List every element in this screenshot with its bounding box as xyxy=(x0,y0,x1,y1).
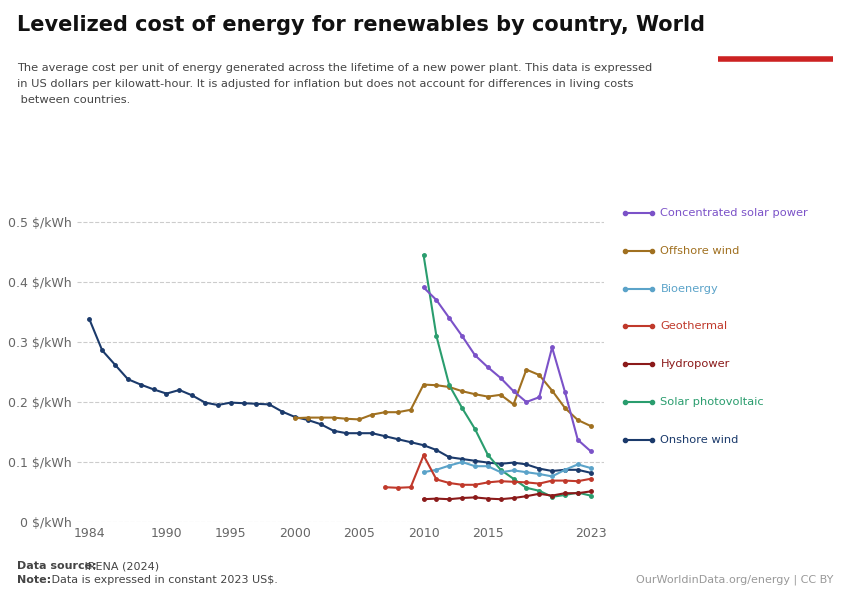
Text: IRENA (2024): IRENA (2024) xyxy=(81,561,159,571)
Text: Our World: Our World xyxy=(744,23,808,34)
Text: Bioenergy: Bioenergy xyxy=(660,284,718,293)
Text: Levelized cost of energy for renewables by country, World: Levelized cost of energy for renewables … xyxy=(17,15,705,35)
Text: Concentrated solar power: Concentrated solar power xyxy=(660,208,808,218)
Text: in Data: in Data xyxy=(753,41,798,51)
Text: The average cost per unit of energy generated across the lifetime of a new power: The average cost per unit of energy gene… xyxy=(17,63,652,73)
Text: Hydropower: Hydropower xyxy=(660,359,730,369)
Text: Solar photovoltaic: Solar photovoltaic xyxy=(660,397,764,407)
Text: Onshore wind: Onshore wind xyxy=(660,435,739,445)
Text: Offshore wind: Offshore wind xyxy=(660,246,740,256)
Text: Geothermal: Geothermal xyxy=(660,322,728,331)
Text: Data source:: Data source: xyxy=(17,561,97,571)
Text: in US dollars per kilowatt-hour. It is adjusted for inflation but does not accou: in US dollars per kilowatt-hour. It is a… xyxy=(17,79,633,89)
Text: between countries.: between countries. xyxy=(17,95,130,106)
Text: Data is expressed in constant 2023 US$.: Data is expressed in constant 2023 US$. xyxy=(48,575,278,585)
Text: OurWorldinData.org/energy | CC BY: OurWorldinData.org/energy | CC BY xyxy=(636,575,833,585)
Text: Note:: Note: xyxy=(17,575,51,585)
